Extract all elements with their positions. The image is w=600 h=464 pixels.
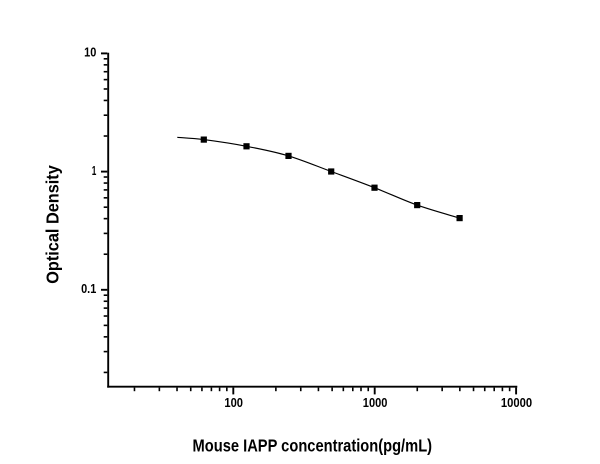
svg-text:Mouse IAPP concentration(pg/mL: Mouse IAPP concentration(pg/mL) (193, 435, 433, 455)
svg-text:100: 100 (224, 395, 243, 410)
svg-text:10000: 10000 (501, 395, 532, 410)
svg-text:0.1: 0.1 (81, 281, 96, 296)
svg-text:10: 10 (84, 45, 96, 60)
svg-text:Optical Density: Optical Density (43, 165, 63, 284)
svg-text:1000: 1000 (363, 395, 388, 410)
svg-text:1: 1 (92, 163, 97, 178)
